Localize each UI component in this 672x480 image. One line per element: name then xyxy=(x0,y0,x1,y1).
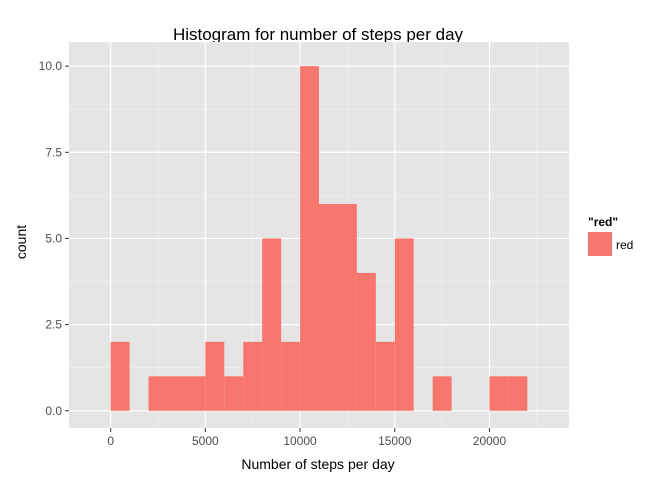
histogram-bar xyxy=(356,272,376,411)
x-tick-label: 10000 xyxy=(283,434,317,448)
legend-label-red: red xyxy=(616,238,633,252)
histogram-bar xyxy=(186,376,206,411)
histogram-bar xyxy=(110,341,130,411)
y-tick-label: 10.0 xyxy=(39,59,63,73)
x-tick-label: 0 xyxy=(107,434,114,448)
histogram-bar xyxy=(432,376,452,411)
histogram-bars xyxy=(110,66,528,411)
legend-key-red xyxy=(588,232,612,256)
histogram-bar xyxy=(300,66,319,411)
x-axis: 0 5000 10000 15000 20000 xyxy=(107,428,506,448)
histogram-bar xyxy=(375,341,395,411)
x-tick-label: 5000 xyxy=(192,434,219,448)
histogram-bar xyxy=(508,376,528,411)
y-tick-label: 0.0 xyxy=(45,404,62,418)
legend: "red" red xyxy=(588,215,633,256)
histogram-bar xyxy=(489,376,509,411)
x-tick-label: 20000 xyxy=(473,434,507,448)
chart-title: Histogram for number of steps per day xyxy=(173,25,464,44)
legend-title: "red" xyxy=(588,215,618,229)
histogram-bar xyxy=(167,376,187,411)
histogram-bar xyxy=(224,376,244,411)
histogram-bar xyxy=(262,238,282,411)
y-axis-title: count xyxy=(13,225,29,259)
y-tick-label: 7.5 xyxy=(45,145,62,159)
y-axis: 0.0 2.5 5.0 7.5 10.0 xyxy=(39,59,69,418)
histogram-bar xyxy=(243,341,263,411)
histogram-bar xyxy=(205,341,225,411)
histogram-bar xyxy=(281,341,301,411)
x-axis-title: Number of steps per day xyxy=(241,456,394,472)
y-tick-label: 2.5 xyxy=(45,318,62,332)
histogram-bar xyxy=(148,376,168,411)
y-tick-label: 5.0 xyxy=(45,231,62,245)
histogram-bar xyxy=(337,203,357,411)
histogram-bar xyxy=(394,238,414,411)
histogram-bar xyxy=(319,203,338,411)
x-tick-label: 15000 xyxy=(378,434,412,448)
